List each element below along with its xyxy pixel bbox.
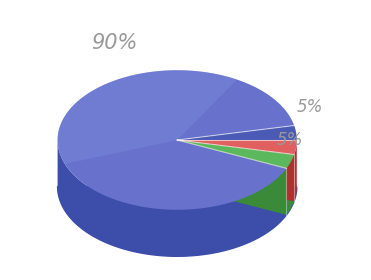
Polygon shape — [177, 125, 297, 140]
Polygon shape — [294, 140, 297, 201]
Text: 90%: 90% — [91, 33, 137, 53]
Polygon shape — [58, 186, 297, 256]
Polygon shape — [177, 140, 294, 168]
Polygon shape — [58, 70, 294, 210]
Polygon shape — [177, 140, 297, 155]
Text: 5%: 5% — [277, 131, 303, 149]
Polygon shape — [177, 140, 294, 201]
Polygon shape — [286, 155, 294, 215]
Polygon shape — [177, 140, 286, 215]
Polygon shape — [58, 140, 286, 256]
Text: 5%: 5% — [297, 98, 323, 116]
Polygon shape — [58, 70, 237, 164]
